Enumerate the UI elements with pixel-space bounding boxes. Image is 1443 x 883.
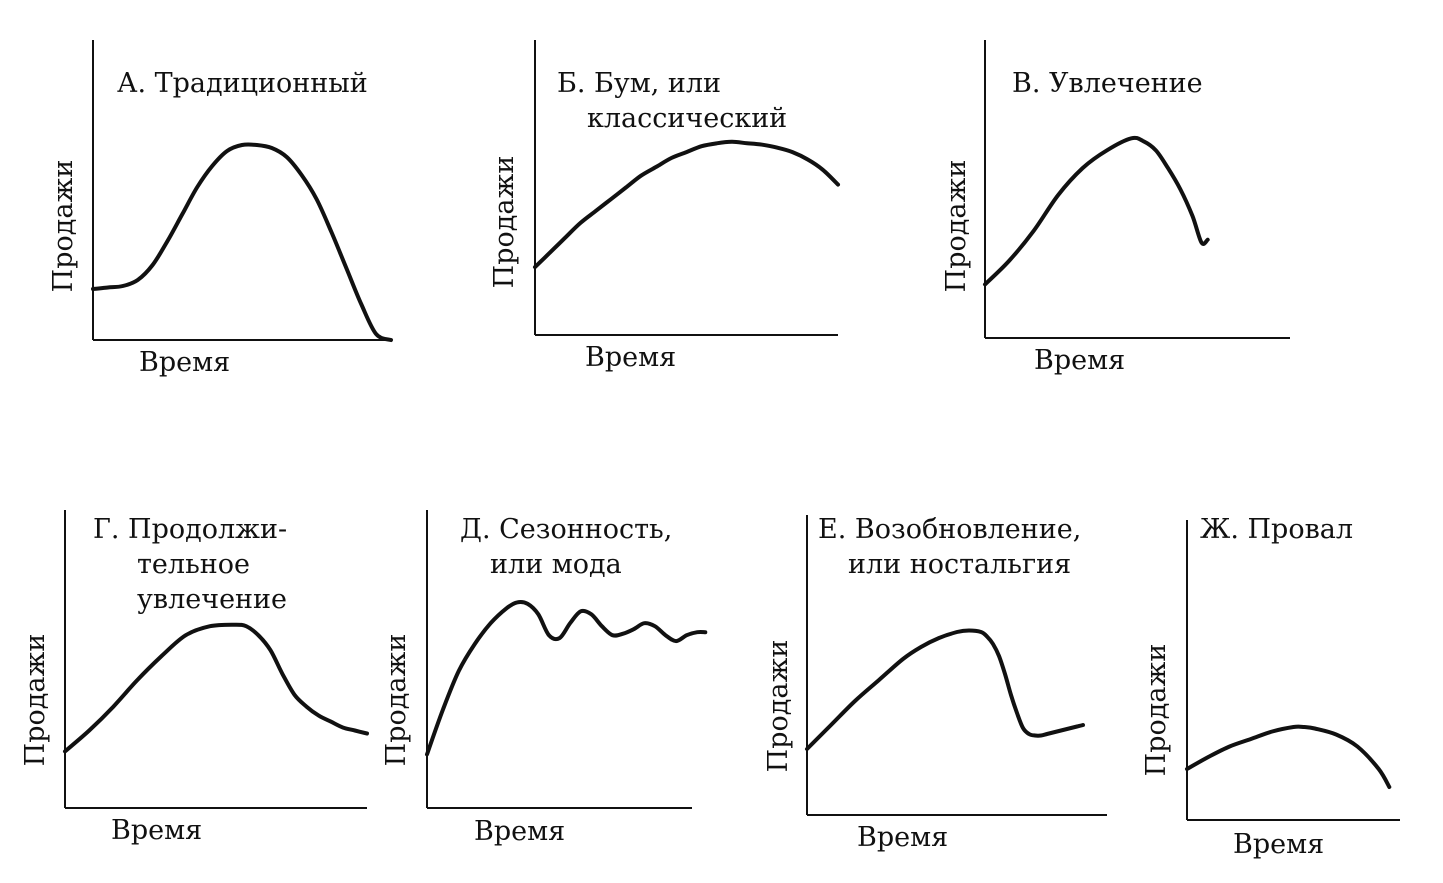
x-axis-label: Время [857, 822, 948, 853]
y-axis-label: Продажи [48, 160, 79, 293]
y-axis-label: Продажи [941, 160, 972, 293]
y-axis-label: Продажи [763, 640, 794, 773]
y-axis-label: Продажи [1141, 644, 1172, 777]
chart-title-line: Е. Возобновление, [818, 514, 1081, 545]
x-axis-label: Время [1034, 345, 1125, 376]
chart-panel-7: Ж. Провал Время Продажи [1141, 514, 1400, 860]
x-axis-label: Время [111, 815, 202, 846]
sales-curve [425, 599, 708, 757]
chart-title-line: Г. Продолжи- [93, 514, 287, 545]
chart-title-line: или ностальгия [848, 549, 1071, 580]
chart-panel-1: А. Традиционный Время Продажи [48, 40, 393, 378]
chart-title-line: В. Увлечение [1012, 68, 1203, 99]
sales-curve [91, 142, 393, 342]
chart-panel-4: Г. Продолжи-тельное увлечение Время Продажи [20, 510, 369, 846]
chart-panel-2: Б. Бум, или классический Время Продажи [489, 40, 840, 373]
chart-title-line: увлечение [137, 584, 287, 615]
chart-panel-6: Е. Возобновление, или ностальгия Время Прод… [763, 514, 1107, 853]
sales-curve [63, 622, 369, 754]
sales-curve [805, 628, 1085, 751]
chart-panel-3: В. Увлечение Время Продажи [941, 40, 1290, 376]
x-axis-label: Время [139, 347, 230, 378]
chart-title-line: Ж. Провал [1200, 514, 1353, 545]
chart-title-line: или мода [490, 549, 622, 580]
x-axis-label: Время [1233, 829, 1324, 860]
chart-title-line: тельное [137, 549, 250, 580]
y-axis-label: Продажи [381, 634, 412, 767]
chart-panel-5: Д. Сезонность, или мода Время Продажи [381, 510, 708, 847]
y-axis-label: Продажи [489, 156, 520, 289]
x-axis-label: Время [585, 342, 676, 373]
sales-curve [983, 135, 1210, 287]
chart-title-line: классический [587, 103, 787, 134]
chart-title-line: А. Традиционный [117, 68, 368, 99]
y-axis-label: Продажи [20, 634, 51, 767]
x-axis-label: Время [474, 816, 565, 847]
sales-curve [1185, 724, 1392, 789]
chart-title-line: Б. Бум, или [557, 68, 721, 99]
chart-title-line: Д. Сезонность, [460, 514, 672, 545]
sales-curve [533, 139, 840, 270]
